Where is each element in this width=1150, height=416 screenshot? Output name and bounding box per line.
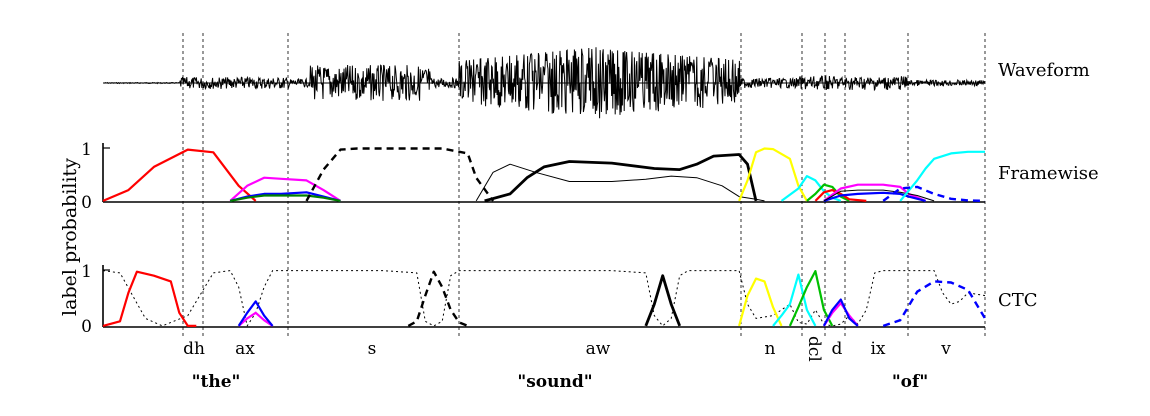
framewise-series-line-6: [484, 153, 758, 203]
ctc-series: [102, 270, 987, 328]
framewise-tick-label-1: 1: [81, 140, 92, 160]
framewise-series-line-5: [475, 163, 765, 202]
framewise-series-line-1: [229, 176, 342, 202]
ctc-series-line-7: [772, 273, 817, 327]
framewise-label: Framewise: [998, 163, 1099, 184]
ctc-series-line-3: [237, 300, 274, 327]
ctc-series-line-5: [644, 274, 682, 327]
waveform-panel: Waveform: [103, 47, 1090, 119]
ctc-label: CTC: [998, 290, 1038, 311]
word-label-the: "the": [192, 372, 241, 392]
framewise-tick-label-0: 0: [81, 193, 92, 213]
ctc-tick-label-1: 1: [81, 262, 92, 282]
framewise-series: [102, 147, 986, 203]
phone-label-s: s: [368, 339, 377, 359]
ctc-series-line-8: [788, 270, 834, 327]
y-axis-label: label probability: [59, 158, 81, 316]
framewise-series-line-3: [229, 194, 341, 202]
ctc-series-line-0: [102, 270, 986, 327]
ctc-panel: 1 0 CTC: [81, 262, 1037, 337]
waveform-label: Waveform: [998, 60, 1090, 81]
word-label-sound: "sound": [517, 372, 592, 392]
framewise-series-line-12: [823, 191, 926, 202]
phone-label-dh: dh: [183, 339, 205, 359]
ctc-series-line-4: [407, 270, 469, 328]
ctc-series-line-6: [738, 277, 783, 327]
phone-label-v: v: [940, 339, 951, 359]
phone-labels: dh ax s aw n dcl d ix v: [183, 336, 951, 362]
ctc-series-line-10: [822, 298, 859, 327]
phone-label-n: n: [765, 339, 776, 359]
word-labels: "the" "sound" "of": [192, 372, 929, 392]
phone-label-ix: ix: [870, 339, 885, 359]
waveform-signal: [103, 47, 986, 119]
framewise-series-line-4: [305, 147, 495, 202]
ctc-series-line-2: [237, 311, 274, 327]
phone-label-ax: ax: [235, 339, 255, 359]
framewise-series-line-13: [823, 189, 935, 202]
phone-label-d: d: [832, 339, 843, 359]
framewise-series-line-14: [899, 150, 985, 202]
framewise-panel: 1 0 Framewise: [81, 140, 1098, 213]
framewise-series-line-0: [102, 148, 257, 202]
word-label-of: "of": [892, 372, 928, 392]
framewise-series-line-7: [738, 147, 808, 202]
ctc-series-line-1: [102, 270, 197, 327]
ctc-series-line-11: [882, 280, 987, 328]
phone-label-dcl: dcl: [804, 336, 824, 362]
phone-label-aw: aw: [586, 339, 611, 359]
framewise-series-line-9: [806, 183, 850, 202]
ctc-tick-label-0: 0: [81, 317, 92, 337]
